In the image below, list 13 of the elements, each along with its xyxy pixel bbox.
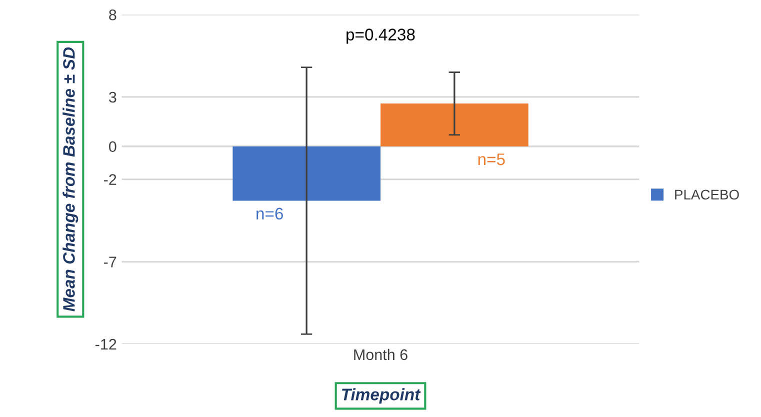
y-tick-label: 8 [109,9,116,20]
annotation: n=6 [256,208,284,220]
annotation: p=0.4238 [346,28,415,44]
y-tick-label: -7 [104,256,116,268]
annotation: n=5 [478,154,505,166]
y-tick-label: 3 [108,92,116,103]
x-axis-title: Timepoint [342,388,421,404]
legend-label: PLACEBO [675,190,739,200]
y-tick-label: -12 [96,338,116,350]
y-axis-title: Mean Change from Baseline ± SD [62,47,78,312]
x-tick-label: Month 6 [354,348,408,360]
y-tick-label: -2 [104,174,116,185]
y-tick-label: 0 [109,141,116,152]
